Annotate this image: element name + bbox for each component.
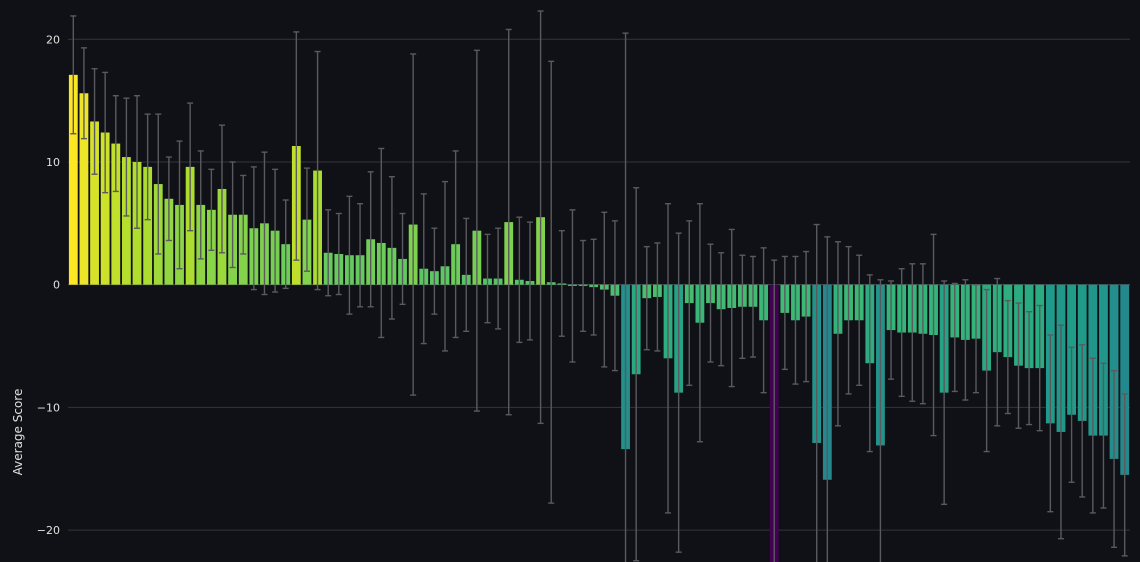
bar xyxy=(122,157,131,285)
error-bars xyxy=(70,10,1128,562)
bar xyxy=(100,132,110,285)
bar xyxy=(90,121,99,285)
y-axis-ticks: −20 −10 0 10 20 xyxy=(37,33,60,537)
bar xyxy=(1120,284,1130,475)
bar xyxy=(164,198,174,285)
bar xyxy=(79,93,89,285)
y-tick-label: 10 xyxy=(46,156,60,169)
gridlines xyxy=(68,38,1130,531)
bar xyxy=(1099,284,1108,436)
y-tick-label: 20 xyxy=(46,33,60,46)
y-tick-label: 0 xyxy=(53,279,60,292)
y-axis-label: Average Score xyxy=(11,389,25,476)
y-tick-label: −10 xyxy=(37,401,60,414)
bar-series xyxy=(68,74,1130,562)
bar xyxy=(68,74,78,285)
y-tick-label: −20 xyxy=(37,524,60,537)
bar xyxy=(111,143,121,285)
bar xyxy=(143,166,153,285)
